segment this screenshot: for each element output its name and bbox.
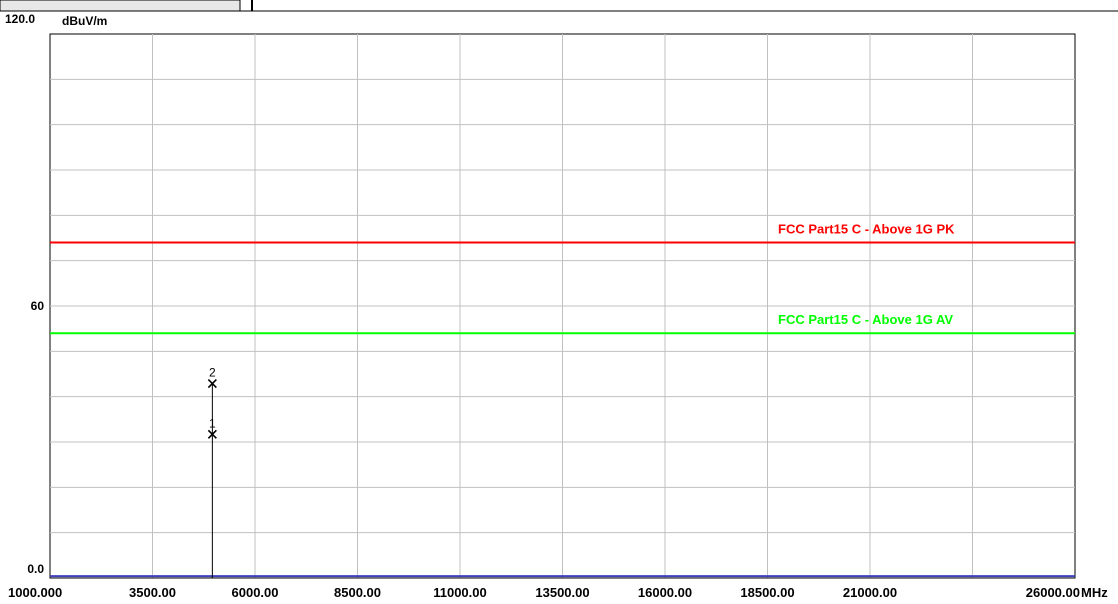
y-axis-unit-label: dBuV/m — [62, 14, 107, 28]
x-tick-labels: 1000.000 3500.00 6000.00 8500.00 11000.00 135… — [8, 585, 1080, 600]
x-axis-unit-label: MHz — [1081, 585, 1108, 599]
limit-line-label: FCC Part15 C - Above 1G PK — [778, 222, 955, 237]
limit-line-label: FCC Part15 C - Above 1G AV — [778, 312, 953, 327]
y-tick-labels: 120.0 60 0.0 — [5, 12, 44, 576]
marker-x — [207, 378, 217, 389]
x-tick-label: 21000.00 — [843, 585, 897, 599]
marker-label: 1 — [209, 416, 216, 430]
header-cell — [0, 0, 241, 12]
x-tick-label: 16000.00 — [638, 585, 692, 599]
x-tick-label: 13500.00 — [535, 585, 589, 599]
gridlines — [50, 34, 1075, 578]
x-tick-label: 18500.00 — [740, 585, 794, 599]
y-tick-label: 60 — [31, 299, 45, 313]
x-tick-label: 11000.00 — [433, 585, 487, 599]
y-tick-label: 0.0 — [27, 562, 44, 576]
x-tick-label: 8500.00 — [334, 585, 381, 599]
x-tick-label: 26000.00 — [1026, 585, 1080, 599]
marker-x — [207, 429, 217, 439]
marker-label: 2 — [209, 366, 216, 380]
x-tick-label: 3500.00 — [129, 585, 176, 599]
x-tick-label: 1000.000 — [8, 585, 62, 599]
limit-lines: FCC Part15 C - Above 1G PK FCC Part15 C -… — [50, 222, 1075, 578]
x-tick-label: 6000.00 — [232, 585, 279, 599]
markers: 12 — [207, 366, 217, 578]
y-tick-label: 120.0 — [5, 12, 35, 26]
